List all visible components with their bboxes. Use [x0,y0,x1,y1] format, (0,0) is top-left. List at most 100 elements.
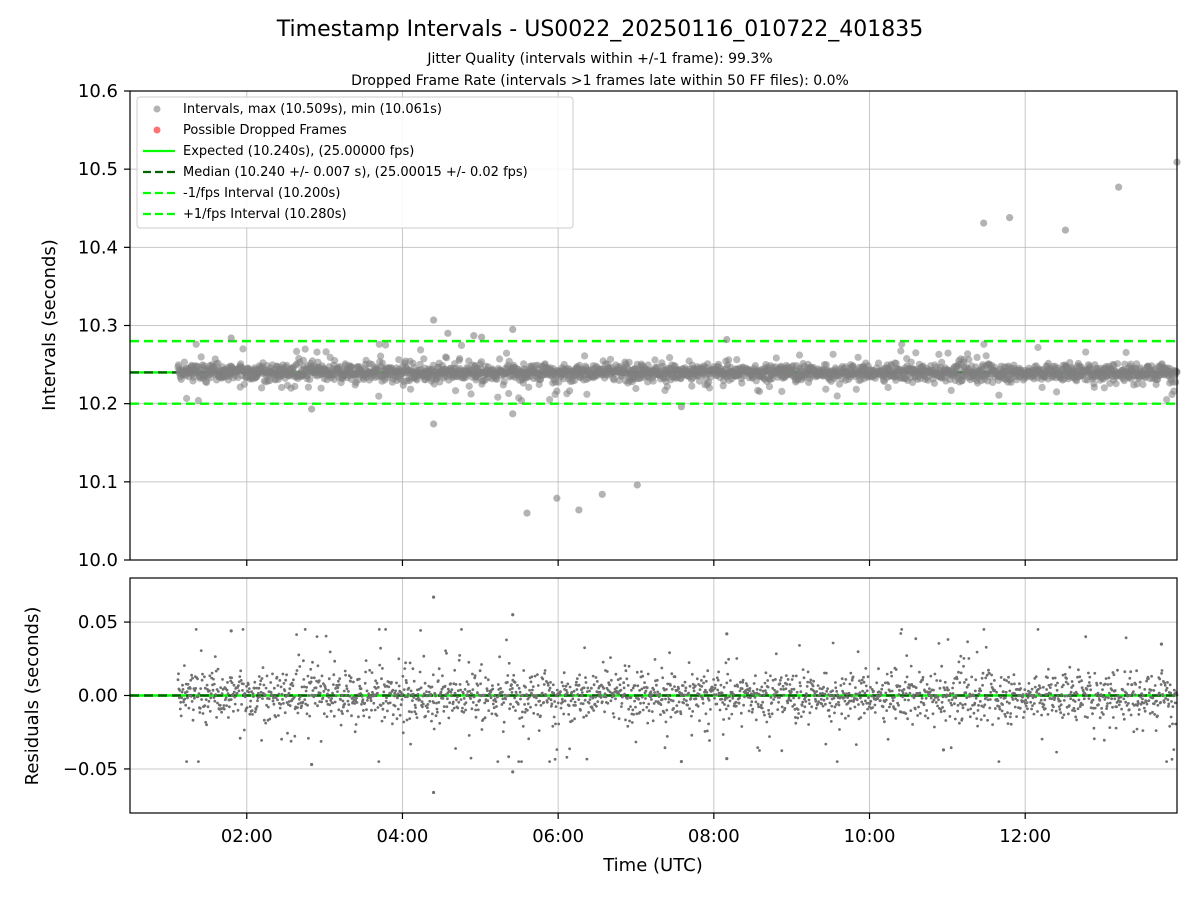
residual-point [1112,716,1115,719]
residual-point [1028,690,1032,694]
residual-point [496,760,500,763]
residual-point [365,689,369,693]
residual-point [370,671,374,674]
residual-point [766,679,770,682]
residual-point [785,682,789,686]
residual-point [317,679,321,683]
residual-point [953,702,956,706]
residual-point [721,733,725,736]
residual-point [316,664,320,668]
residual-point [1095,683,1099,687]
residual-point [521,710,524,714]
residual-point [480,663,483,666]
residual-point [1056,681,1059,685]
residual-point [1091,712,1094,716]
residual-point [554,705,558,708]
residual-point [1145,702,1149,706]
residual-point [659,713,662,716]
residual-point [344,673,347,677]
residual-point [1144,700,1148,704]
residual-point [759,688,762,692]
residual-point [437,701,441,704]
residual-point [471,688,475,691]
residual-point [712,693,716,697]
residual-point [345,684,348,688]
residual-point [1026,707,1029,711]
interval-point [738,379,746,387]
interval-outlier-point [1061,226,1070,234]
residual-point [976,724,979,728]
residual-point [1096,691,1100,695]
residual-point [336,690,339,693]
bottom-y-axis-label: Residuals (seconds) [22,607,43,786]
interval-point [982,352,990,360]
residual-point [1016,699,1019,702]
interval-point [505,389,513,398]
residual-point [1098,716,1102,720]
interval-point [765,383,774,391]
interval-point [377,352,385,360]
residual-point [732,693,735,696]
residual-point [1067,704,1071,707]
residual-point [346,709,349,713]
residual-point [347,690,350,693]
residual-point [730,712,734,716]
residual-point [611,712,615,715]
residual-point [455,698,458,702]
residual-point [957,670,960,674]
residual-point [461,691,465,695]
residual-point [635,712,639,716]
residual-point [893,707,897,711]
residual-point [187,706,191,710]
residual-point [520,760,523,763]
residual-point [858,691,862,694]
residual-point [958,702,962,705]
residual-point [1001,703,1004,706]
residual-point [1046,713,1050,716]
residual-point [981,671,985,675]
interval-point [829,350,837,358]
residual-point [276,684,280,687]
residual-point [653,691,656,694]
residual-point [601,660,605,664]
residual-point [325,699,328,703]
residual-point [199,649,203,652]
bottom-y-axis: −0.050.000.05 [63,612,130,780]
residual-point [185,760,189,763]
residual-point [570,719,574,723]
residual-point [952,681,955,685]
residual-point [217,690,220,693]
residual-point [657,695,661,698]
residual-point [1170,757,1174,761]
residual-point [668,651,671,655]
interval-point [378,359,386,367]
residual-point [831,641,835,645]
residual-point [704,679,708,683]
residual-point [883,720,886,724]
residual-point [253,710,257,714]
residual-point [360,695,364,698]
interval-point [688,382,696,390]
residual-point [842,682,846,685]
residual-point [278,679,282,682]
residual-point [288,687,292,691]
residual-point [728,699,732,703]
residual-point [628,719,631,723]
legend-marker-intervals [153,105,161,113]
residual-point [214,693,218,697]
residual-point [733,684,737,688]
residual-point [758,749,761,752]
residual-point [877,667,880,671]
residual-point [864,667,868,670]
residual-point [641,674,645,678]
residual-point [1119,700,1123,703]
residual-point [1105,704,1109,708]
interval-point [382,341,390,349]
residual-point [215,688,219,691]
residual-point [219,707,223,711]
residual-point [1150,674,1153,678]
residual-point [186,696,189,700]
residual-point [782,693,786,697]
interval-point [1122,348,1130,357]
residual-point [517,760,521,763]
